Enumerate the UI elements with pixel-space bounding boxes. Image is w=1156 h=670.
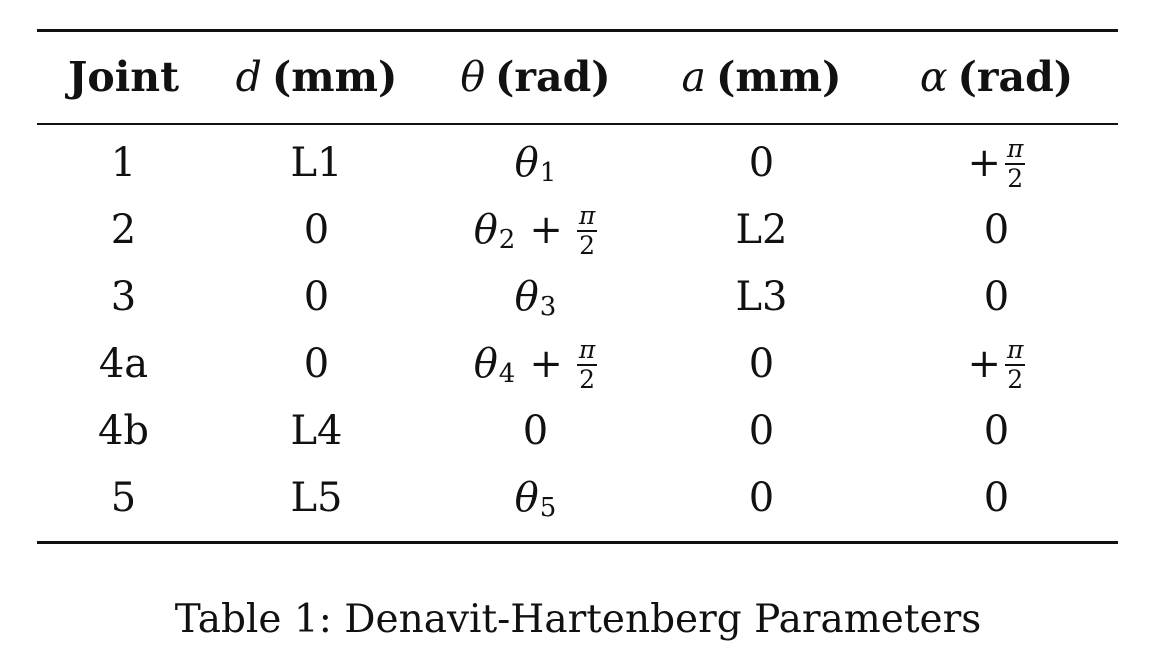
theta-symbol: θ	[514, 139, 539, 186]
cell-d: L5	[290, 474, 343, 521]
cell-a: 0	[748, 340, 775, 387]
cell-a: L3	[735, 273, 788, 320]
header-alpha-unit: (rad)	[957, 53, 1074, 101]
cell-a: 0	[748, 139, 775, 186]
fraction-denominator: 2	[1007, 365, 1024, 394]
header-a: a (mm)	[648, 57, 875, 98]
cell-d: 0	[303, 206, 330, 253]
cell-a: L2	[735, 206, 788, 253]
theta-subscript: 3	[539, 291, 557, 322]
header-alpha-symbol: α	[919, 53, 948, 101]
header-a-unit: (mm)	[715, 53, 842, 101]
plus-sign: +	[967, 340, 1002, 387]
cell-a: 0	[748, 407, 775, 454]
table-caption: Table 1: Denavit-Hartenberg Parameters	[174, 597, 982, 642]
theta-symbol: θ	[473, 340, 498, 387]
theta-symbol: θ	[514, 273, 539, 320]
header-d-symbol: d	[235, 53, 262, 101]
theta-subscript: 1	[539, 157, 557, 188]
plus-sign: +	[529, 206, 563, 253]
cell-alpha: 0	[983, 206, 1010, 253]
cell-joint: 2	[110, 206, 137, 253]
cell-joint: 1	[110, 139, 137, 186]
fraction-numerator: π	[576, 335, 598, 366]
fraction-numerator: π	[1005, 335, 1026, 366]
header-joint-label: Joint	[67, 53, 180, 101]
header-theta-symbol: θ	[460, 53, 486, 101]
fraction-denominator: 2	[1007, 164, 1024, 193]
cell-joint: 3	[110, 273, 137, 320]
table-row: 4b L4 0 0 0	[37, 397, 1118, 464]
cell-d: L1	[290, 139, 343, 186]
table-header-row: Joint d (mm) θ (rad) a (mm) α (rad)	[37, 32, 1118, 123]
cell-joint: 4b	[97, 407, 150, 454]
header-joint: Joint	[37, 57, 210, 98]
plus-sign: +	[967, 139, 1002, 186]
fraction-numerator: π	[576, 201, 598, 232]
cell-joint: 5	[110, 474, 137, 521]
header-d-unit: (mm)	[271, 53, 398, 101]
cell-joint: 4a	[98, 340, 149, 387]
table-top-rule	[37, 29, 1118, 32]
cell-d: 0	[303, 340, 330, 387]
header-d: d (mm)	[210, 57, 423, 98]
header-alpha: α (rad)	[875, 57, 1118, 98]
cell-alpha: 0	[983, 273, 1010, 320]
cell-alpha: 0	[983, 474, 1010, 521]
plus-sign: +	[529, 340, 563, 387]
cell-d: L4	[290, 407, 343, 454]
fraction-denominator: 2	[579, 365, 596, 394]
theta-subscript: 4	[498, 358, 516, 389]
cell-d: 0	[303, 273, 330, 320]
fraction-numerator: π	[1005, 134, 1026, 165]
header-theta: θ (rad)	[423, 57, 648, 98]
theta-symbol: θ	[473, 206, 498, 253]
cell-alpha: 0	[983, 407, 1010, 454]
header-a-symbol: a	[681, 53, 706, 101]
fraction-denominator: 2	[579, 231, 596, 260]
table-bottom-rule	[37, 541, 1118, 544]
cell-theta: 0	[522, 407, 549, 454]
theta-symbol: θ	[514, 474, 539, 521]
cell-a: 0	[748, 474, 775, 521]
header-theta-unit: (rad)	[495, 53, 611, 101]
theta-subscript: 5	[539, 492, 557, 523]
theta-subscript: 2	[498, 224, 516, 255]
table-header-rule	[37, 123, 1118, 125]
